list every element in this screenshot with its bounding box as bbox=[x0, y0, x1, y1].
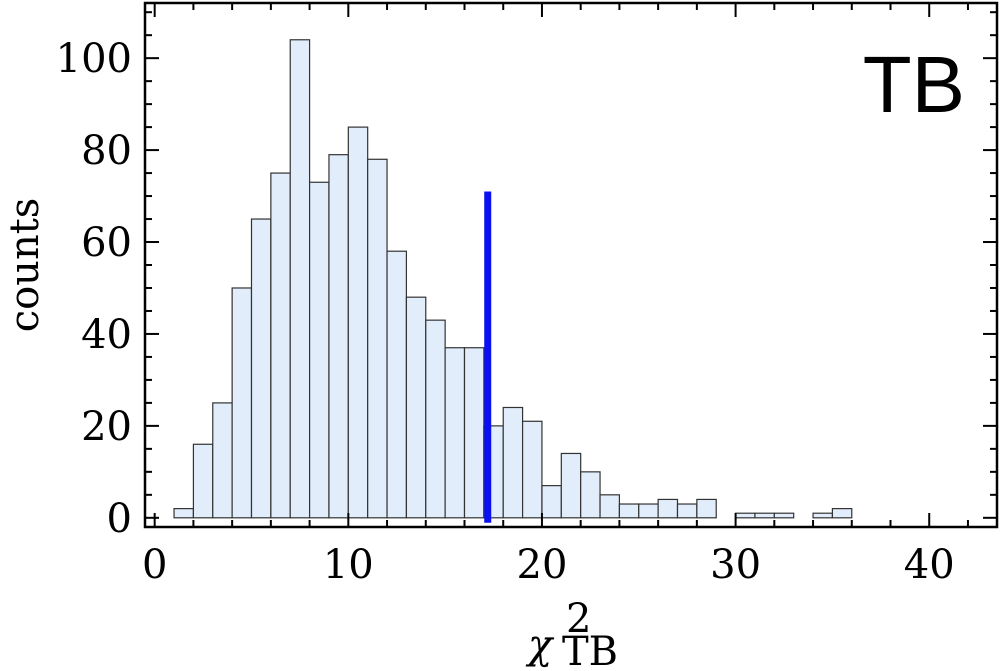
x-axis-title-superscript: 2 bbox=[566, 596, 591, 642]
histogram-bar bbox=[812, 512, 834, 519]
panel-label: TB bbox=[863, 40, 965, 129]
x-tick-label: 30 bbox=[710, 542, 761, 588]
x-tick-label: 0 bbox=[142, 542, 167, 588]
histogram-bar bbox=[599, 494, 621, 519]
x-tick-label: 10 bbox=[323, 542, 374, 588]
x-axis-title: χ 2 TB bbox=[525, 596, 618, 671]
y-tick-label: 60 bbox=[81, 220, 132, 266]
histogram-bar bbox=[405, 296, 427, 519]
histogram-bar bbox=[308, 181, 330, 519]
histogram-bar bbox=[580, 471, 601, 519]
histogram-bar bbox=[231, 287, 253, 519]
histogram-bar bbox=[773, 512, 795, 519]
histogram-bar bbox=[734, 512, 756, 519]
histogram-bar bbox=[444, 347, 466, 519]
y-tick-label: 20 bbox=[81, 404, 132, 450]
histogram-bar bbox=[618, 503, 640, 519]
histogram-bar bbox=[173, 508, 195, 519]
histogram-bar bbox=[328, 154, 349, 519]
x-tick-label: 40 bbox=[904, 542, 955, 588]
histogram-bar bbox=[676, 503, 698, 519]
y-tick-label: 0 bbox=[107, 496, 132, 542]
histogram-bar bbox=[502, 406, 524, 519]
histogram-bar bbox=[541, 485, 562, 519]
histogram-bar bbox=[657, 498, 679, 519]
histogram-bar bbox=[463, 347, 485, 519]
x-axis-title-symbol: χ bbox=[525, 622, 555, 668]
histogram-bar bbox=[192, 443, 214, 519]
histogram-bar bbox=[560, 452, 582, 519]
y-tick-label: 80 bbox=[81, 128, 132, 174]
histogram-bar bbox=[367, 158, 388, 519]
histogram-bar bbox=[425, 319, 446, 519]
histogram-bar bbox=[289, 39, 311, 519]
y-axis-title: counts bbox=[2, 198, 48, 333]
histogram-bar bbox=[386, 250, 408, 519]
histogram-bar bbox=[638, 503, 659, 519]
histogram-bar bbox=[347, 126, 369, 519]
x-axis-title-subscript: TB bbox=[562, 629, 618, 671]
tick-labels: 0 10 20 30 40 0 20 40 60 80 100 bbox=[56, 36, 955, 588]
histogram-bar bbox=[831, 508, 853, 519]
y-tick-label: 100 bbox=[56, 36, 132, 82]
histogram-bar bbox=[270, 172, 291, 519]
x-tick-label: 20 bbox=[517, 542, 568, 588]
histogram-bar bbox=[250, 218, 272, 519]
histogram-bars bbox=[173, 39, 853, 519]
histogram-bar bbox=[212, 402, 233, 519]
histogram-bar bbox=[754, 512, 775, 519]
histogram-bar bbox=[521, 420, 543, 519]
y-tick-label: 40 bbox=[81, 312, 132, 358]
axis-ticks bbox=[145, 3, 997, 527]
histogram-bar bbox=[696, 498, 717, 519]
